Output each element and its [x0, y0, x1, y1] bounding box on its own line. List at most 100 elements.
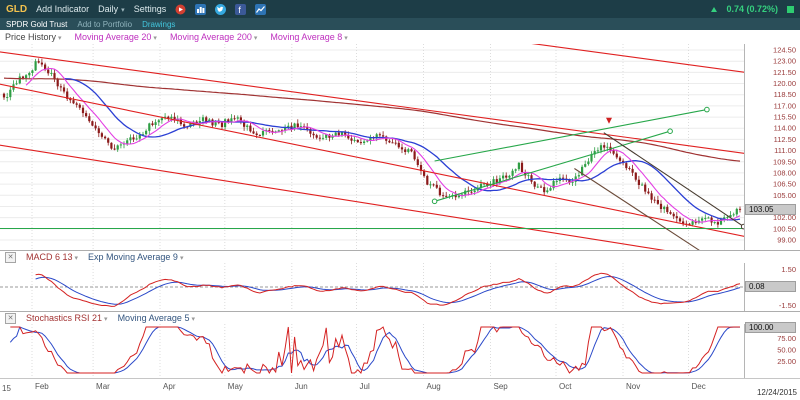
candle: [426, 176, 428, 185]
trendline-handle: [749, 226, 754, 231]
price-axis-label: 121.50: [773, 68, 796, 77]
price-change: 0.74 (0.72%): [726, 4, 778, 14]
candle: [644, 185, 646, 192]
legend-moving-average-8[interactable]: Moving Average 8: [270, 32, 347, 42]
legend-moving-average-5[interactable]: Moving Average 5: [118, 313, 195, 323]
candle: [534, 182, 536, 187]
candle: [158, 120, 160, 122]
legend-exp-moving-average-9[interactable]: Exp Moving Average 9: [88, 252, 183, 262]
candle: [641, 185, 643, 186]
candle: [170, 117, 172, 119]
candle: [120, 145, 122, 146]
down-arrow-marker: [606, 118, 612, 124]
candle: [679, 218, 681, 221]
price-axis-label: 106.50: [773, 180, 796, 189]
legend-moving-average-200[interactable]: Moving Average 200: [170, 32, 257, 42]
add-to-portfolio-button[interactable]: Add to Portfolio: [77, 20, 132, 29]
candle: [651, 193, 653, 199]
candle: [530, 175, 532, 182]
youtube-icon[interactable]: [175, 4, 186, 15]
candle: [518, 163, 520, 169]
month-label: Oct: [559, 382, 571, 391]
settings-button[interactable]: Settings: [134, 4, 167, 14]
candle: [107, 138, 109, 142]
time-axis: 15 12/24/2015 FebMarAprMayJunJulAugSepOc…: [0, 378, 800, 400]
candle: [707, 218, 709, 219]
candle: [88, 116, 90, 121]
legend-moving-average-20[interactable]: Moving Average 20: [75, 32, 157, 42]
candle: [316, 135, 318, 138]
candle: [117, 145, 119, 149]
legend-label: Exp Moving Average 9: [88, 252, 178, 262]
trendline[interactable]: [0, 52, 762, 156]
chevron-down-icon: [151, 32, 157, 42]
price-axis-label: 124.50: [773, 46, 796, 55]
candle: [663, 207, 665, 209]
line-chart-icon[interactable]: [255, 4, 266, 15]
price-axis-label: 114.00: [774, 124, 796, 133]
facebook-icon[interactable]: f: [235, 4, 246, 15]
legend-price-history[interactable]: Price History: [5, 32, 62, 42]
candle: [31, 70, 33, 73]
trendline[interactable]: [574, 169, 699, 251]
price-axis-label: 100.50: [773, 224, 796, 233]
twitter-icon[interactable]: [215, 4, 226, 15]
candle: [410, 149, 412, 151]
candle: [436, 185, 438, 188]
symbol-subbar: SPDR Gold Trust Add to Portfolio Drawing…: [0, 18, 800, 30]
candle: [287, 126, 289, 127]
candle: [414, 151, 416, 159]
chevron-down-icon: [252, 32, 258, 42]
end-date-label: 12/24/2015: [757, 388, 797, 397]
chevron-down-icon: [56, 32, 62, 42]
macd-chart-canvas[interactable]: 1.50-1.50: [0, 263, 800, 311]
legend-stochastics-rsi[interactable]: Stochastics RSI 21: [26, 313, 108, 323]
candle: [129, 137, 131, 140]
candle: [391, 142, 393, 143]
candle: [673, 214, 675, 217]
candle: [512, 171, 514, 176]
candle: [363, 142, 365, 144]
trendline[interactable]: [435, 131, 670, 201]
trendline-handle: [752, 236, 757, 241]
candle: [632, 169, 634, 173]
chevron-down-icon: [178, 252, 184, 262]
candle: [660, 204, 662, 209]
candle: [540, 187, 542, 188]
candle: [82, 108, 84, 113]
candle: [657, 200, 659, 204]
candle: [202, 117, 204, 121]
stoch-value-badge: 100.00: [745, 322, 796, 333]
candle: [603, 145, 605, 147]
last-price-badge: 103.05: [745, 204, 796, 215]
add-indicator-button[interactable]: Add Indicator: [36, 4, 89, 14]
candle: [584, 164, 586, 167]
candle: [60, 86, 62, 87]
price-chart-canvas[interactable]: 124.50123.00121.50120.00118.50117.00115.…: [0, 44, 800, 250]
candle: [101, 133, 103, 137]
ticker-symbol[interactable]: GLD: [6, 4, 27, 15]
month-label: Jul: [360, 382, 370, 391]
candle: [543, 187, 545, 192]
candle: [439, 188, 441, 196]
price-axis-label: 115.50: [774, 113, 796, 122]
month-label: Apr: [163, 382, 175, 391]
candle: [322, 138, 324, 139]
candle: [246, 126, 248, 127]
legend-macd[interactable]: MACD 6 13: [26, 252, 78, 262]
trendline[interactable]: [0, 145, 740, 250]
stoch-chart-canvas[interactable]: 75.0050.0025.00: [0, 324, 800, 378]
bar-chart-icon[interactable]: [195, 4, 206, 15]
candle: [366, 141, 368, 142]
stoch-panel-header: Stochastics RSI 21 Moving Average 5: [0, 311, 800, 324]
candle: [268, 130, 270, 131]
period-dropdown[interactable]: Daily: [98, 4, 125, 14]
macd-signal-line: [36, 277, 740, 305]
candle: [606, 147, 608, 148]
stoch-close-button[interactable]: [5, 313, 16, 324]
drawings-button[interactable]: Drawings: [142, 20, 175, 29]
macd-close-button[interactable]: [5, 252, 16, 263]
candle: [256, 134, 258, 136]
macd-axis-label: 1.50: [781, 265, 796, 274]
price-axis-label: 123.00: [773, 57, 796, 66]
